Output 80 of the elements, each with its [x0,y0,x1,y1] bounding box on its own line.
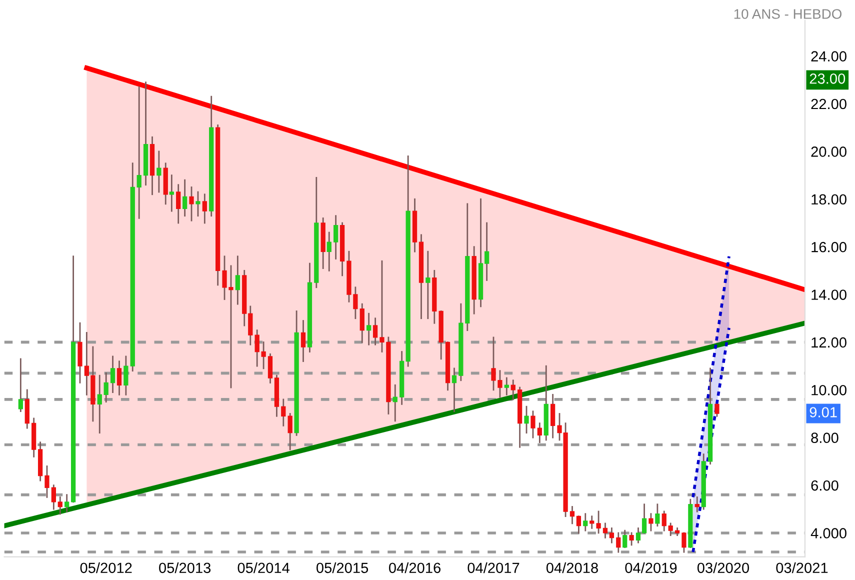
y-tick-label: 6.00 [811,480,838,491]
candlestick [24,389,30,429]
candlestick [655,504,660,526]
candlestick [616,532,621,553]
y-tick-label: 16.00 [812,242,846,252]
y-tick-label: 10.00 [812,384,846,396]
candlestick [288,413,292,450]
candlestick [104,372,108,403]
x-tick-label: 04/2016 [388,562,440,574]
candlestick [602,522,608,538]
candlestick [682,532,686,553]
annotation: 23.00 [810,74,846,84]
x-tick-label: 03/2021 [776,562,828,574]
x-tick-label: 04/2017 [468,562,520,574]
candlestick [426,250,430,320]
candlestick [51,484,56,510]
candlestick [300,320,306,362]
annotation: 9.01 [810,407,837,418]
candlestick [78,322,82,384]
y-tick-label: 8.00 [811,432,838,444]
x-tick-label: 04/2018 [546,562,598,574]
candlestick [668,522,673,536]
x-tick-label: 04/2019 [625,562,677,574]
candlestick [622,530,628,548]
candlestick [156,150,162,193]
candlestick [196,191,200,217]
candlestick [530,410,536,438]
candlestick [235,256,240,305]
candlestick [570,506,575,524]
y-tick-label: 12.00 [812,337,846,348]
candlestick [629,532,634,546]
candlestick [58,496,62,515]
candlestick [590,516,594,529]
x-tick-label: 05/2012 [80,562,132,574]
candlestick [583,513,588,532]
candlestick [182,179,188,217]
candlestick [510,380,516,400]
candlestick [366,312,372,346]
x-tick-label: 05/2014 [238,562,290,574]
y-tick-label: 14.00 [812,290,846,300]
candlestick [609,527,614,544]
candlestick [110,356,116,393]
candlestick [44,465,50,498]
chart-title: 10 ANS - HEBDO [734,9,842,19]
candlestick [537,422,542,444]
candlestick [504,377,509,396]
y-tick-label: 4.000 [810,528,846,538]
candlestick [714,404,720,417]
candlestick [281,398,286,426]
candlestick [18,358,23,412]
y-tick-label: 20.00 [811,146,846,157]
candlestick [326,232,332,272]
candlestick [176,184,181,224]
candlestick [648,513,654,532]
candlestick [64,494,70,512]
candlestick [333,215,338,260]
candlestick [116,360,122,396]
y-tick-label: 22.00 [811,98,846,110]
candlestick [136,86,142,219]
candlestick [694,496,700,512]
candlestick [576,516,582,534]
candlestick [662,510,666,532]
candlestick [360,303,364,343]
candlestick [169,174,174,212]
x-tick-label: 05/2015 [316,562,368,574]
candlestick [524,406,529,434]
candlestick [202,194,207,224]
x-tick-label: 03/2020 [697,562,750,574]
candlestick [550,394,556,438]
y-tick-label: 24.00 [811,51,846,62]
candlestick [596,510,601,534]
candlestick [452,368,457,412]
y-tick-label: 18.00 [812,194,846,205]
candlestick [124,356,128,396]
candlestick [372,318,378,346]
candlestick [392,384,398,422]
candlestick [97,374,102,434]
x-tick-label: 05/2013 [159,562,211,574]
candlestick [268,353,273,384]
candlestick [189,186,194,222]
